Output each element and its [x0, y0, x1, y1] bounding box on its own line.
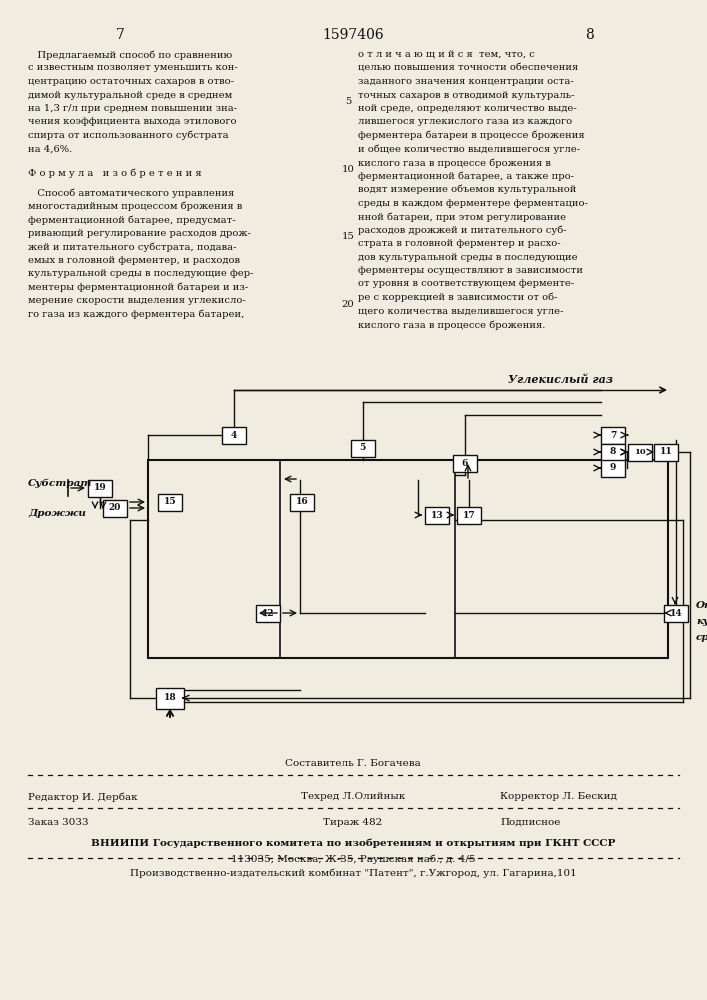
Text: многостадийным процессом брожения в: многостадийным процессом брожения в	[28, 202, 243, 211]
Text: ной среде, определяют количество выде-: ной среде, определяют количество выде-	[358, 104, 577, 113]
Text: спирта от использованного субстрата: спирта от использованного субстрата	[28, 131, 228, 140]
Text: ривающий регулирование расходов дрож-: ривающий регулирование расходов дрож-	[28, 229, 251, 238]
Text: от уровня в соответствующем ферменте-: от уровня в соответствующем ферменте-	[358, 279, 574, 288]
Text: ферментера батареи в процессе брожения: ферментера батареи в процессе брожения	[358, 131, 585, 140]
Text: ферментеры осуществляют в зависимости: ферментеры осуществляют в зависимости	[358, 266, 583, 275]
Text: Способ автоматического управления: Способ автоматического управления	[28, 188, 235, 198]
Text: на 1,3 г/л при среднем повышении зна-: на 1,3 г/л при среднем повышении зна-	[28, 104, 237, 113]
Bar	[88, 480, 112, 496]
Text: нной батареи, при этом регулирование: нной батареи, при этом регулирование	[358, 212, 566, 222]
Text: Составитель Г. Богачева: Составитель Г. Богачева	[285, 759, 421, 768]
Text: Редактор И. Дербак: Редактор И. Дербак	[28, 792, 138, 802]
Bar	[351, 440, 375, 456]
Text: Предлагаемый способ по сравнению: Предлагаемый способ по сравнению	[28, 50, 233, 60]
Text: среда: среда	[696, 633, 707, 642]
Text: 16: 16	[296, 497, 308, 506]
Text: димой культуральной среде в среднем: димой культуральной среде в среднем	[28, 91, 233, 100]
Text: 10: 10	[634, 448, 645, 456]
Text: ферментационной батарее, а также про-: ферментационной батарее, а также про-	[358, 172, 574, 181]
Text: с известным позволяет уменьшить кон-: с известным позволяет уменьшить кон-	[28, 64, 238, 73]
Bar	[222, 426, 246, 444]
Text: Корректор Л. Бескид: Корректор Л. Бескид	[500, 792, 617, 801]
Bar	[664, 604, 688, 621]
Text: кислого газа в процессе брожения в: кислого газа в процессе брожения в	[358, 158, 551, 167]
Text: 14: 14	[670, 608, 682, 617]
Text: среды в каждом ферментере ферментацио-: среды в каждом ферментере ферментацио-	[358, 198, 588, 208]
Bar	[103, 499, 127, 516]
Bar	[601, 460, 625, 477]
Text: дов культуральной среды в последующие: дов культуральной среды в последующие	[358, 252, 578, 261]
Text: о т л и ч а ю щ и й с я  тем, что, с: о т л и ч а ю щ и й с я тем, что, с	[358, 50, 535, 59]
Text: Техред Л.Олийнык: Техред Л.Олийнык	[301, 792, 405, 801]
Text: 5: 5	[345, 97, 351, 106]
Bar	[156, 688, 184, 708]
Text: 12: 12	[262, 608, 274, 617]
Text: Отводимая: Отводимая	[696, 601, 707, 610]
Text: культуральной среды в последующие фер-: культуральной среды в последующие фер-	[28, 269, 254, 278]
Text: кислого газа в процессе брожения.: кислого газа в процессе брожения.	[358, 320, 545, 330]
Text: целью повышения точности обеспечения: целью повышения точности обеспечения	[358, 64, 578, 73]
Bar	[425, 506, 449, 524]
Text: Подписное: Подписное	[500, 818, 561, 827]
Bar	[453, 454, 477, 472]
Text: го газа из каждого ферментера батареи,: го газа из каждого ферментера батареи,	[28, 310, 245, 319]
Bar	[628, 444, 652, 460]
Text: ВНИИПИ Государственного комитета по изобретениям и открытиям при ГКНТ СССР: ВНИИПИ Государственного комитета по изоб…	[90, 838, 615, 848]
Text: центрацию остаточных сахаров в отво-: центрацию остаточных сахаров в отво-	[28, 77, 234, 86]
Bar	[601, 444, 625, 460]
Text: ре с коррекцией в зависимости от об-: ре с коррекцией в зависимости от об-	[358, 293, 558, 302]
Text: 9: 9	[610, 464, 617, 473]
Text: 19: 19	[93, 484, 106, 492]
Text: Субстрат: Субстрат	[28, 478, 93, 488]
Text: 17: 17	[462, 510, 475, 520]
Text: 5: 5	[359, 444, 366, 452]
Text: 15: 15	[164, 497, 176, 506]
Text: 4: 4	[231, 430, 237, 440]
Text: 7: 7	[115, 28, 124, 42]
Text: ферментационной батарее, предусмат-: ферментационной батарее, предусмат-	[28, 215, 235, 225]
Text: емых в головной ферментер, и расходов: емых в головной ферментер, и расходов	[28, 256, 240, 265]
Text: и общее количество выделившегося угле-: и общее количество выделившегося угле-	[358, 144, 580, 154]
Text: Тираж 482: Тираж 482	[323, 818, 382, 827]
Text: лившегося углекислого газа из каждого: лившегося углекислого газа из каждого	[358, 117, 572, 126]
Text: 6: 6	[462, 458, 468, 468]
Text: Углекислый газ: Углекислый газ	[508, 374, 612, 385]
Text: 11: 11	[660, 448, 672, 456]
Text: Производственно-издательский комбинат "Патент", г.Ужгород, ул. Гагарина,101: Производственно-издательский комбинат "П…	[129, 868, 576, 878]
Text: Дрожжи: Дрожжи	[28, 508, 86, 518]
Text: щего количества выделившегося угле-: щего количества выделившегося угле-	[358, 306, 563, 316]
Bar	[290, 493, 314, 510]
Text: расходов дрожжей и питательного суб-: расходов дрожжей и питательного суб-	[358, 226, 566, 235]
Text: на 4,6%.: на 4,6%.	[28, 144, 72, 153]
Text: 8: 8	[610, 448, 617, 456]
Text: ментеры ферментационной батареи и из-: ментеры ферментационной батареи и из-	[28, 283, 248, 292]
Bar	[256, 604, 280, 621]
Text: 20: 20	[341, 300, 354, 309]
Text: 13: 13	[431, 510, 443, 520]
Text: Заказ 3033: Заказ 3033	[28, 818, 88, 827]
Text: точных сахаров в отводимой культураль-: точных сахаров в отводимой культураль-	[358, 91, 575, 100]
Bar	[654, 444, 678, 460]
Text: мерение скорости выделения углекисло-: мерение скорости выделения углекисло-	[28, 296, 246, 305]
Text: культуральная: культуральная	[696, 617, 707, 626]
Bar	[457, 506, 481, 524]
Text: 113035, Москва, Ж-35, Раушская наб., д. 4/5: 113035, Москва, Ж-35, Раушская наб., д. …	[230, 854, 475, 863]
Text: страта в головной ферментер и расхо-: страта в головной ферментер и расхо-	[358, 239, 561, 248]
Text: Ф о р м у л а   и з о б р е т е н и я: Ф о р м у л а и з о б р е т е н и я	[28, 168, 201, 178]
Text: жей и питательного субстрата, подава-: жей и питательного субстрата, подава-	[28, 242, 237, 252]
Text: 8: 8	[585, 28, 595, 42]
Text: заданного значения концентрации оста-: заданного значения концентрации оста-	[358, 77, 574, 86]
Bar	[601, 426, 625, 444]
Text: 1597406: 1597406	[322, 28, 384, 42]
Text: 20: 20	[109, 504, 121, 512]
Bar	[148, 460, 668, 658]
Text: водят измерение объемов культуральной: водят измерение объемов культуральной	[358, 185, 576, 194]
Text: 7: 7	[610, 430, 616, 440]
Text: чения коэффициента выхода этилового: чения коэффициента выхода этилового	[28, 117, 237, 126]
Text: 15: 15	[341, 232, 354, 241]
Text: 10: 10	[341, 165, 354, 174]
Bar	[158, 493, 182, 510]
Text: 18: 18	[163, 694, 176, 702]
